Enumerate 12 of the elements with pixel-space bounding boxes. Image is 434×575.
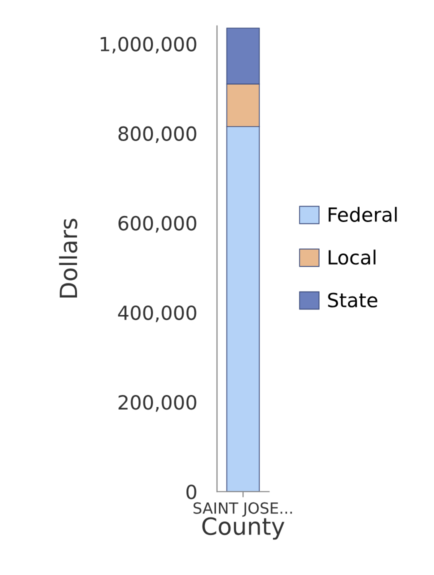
x-axis-title: County — [202, 517, 284, 540]
y-axis-title: Dollars — [59, 218, 78, 298]
y-tick-label: 0 — [186, 484, 196, 500]
legend-label: Federal — [328, 206, 397, 222]
y-tick-label: 800,000 — [118, 126, 196, 144]
legend-label: Local — [328, 250, 376, 265]
y-tick-label: 600,000 — [118, 216, 196, 233]
legend-label: State — [328, 292, 378, 308]
x-tick-label: SAINT JOSE... — [194, 502, 292, 517]
y-tick-label: 400,000 — [118, 305, 196, 322]
y-tick-label: 200,000 — [118, 395, 196, 412]
y-tick-label: 1,000,000 — [100, 36, 196, 54]
